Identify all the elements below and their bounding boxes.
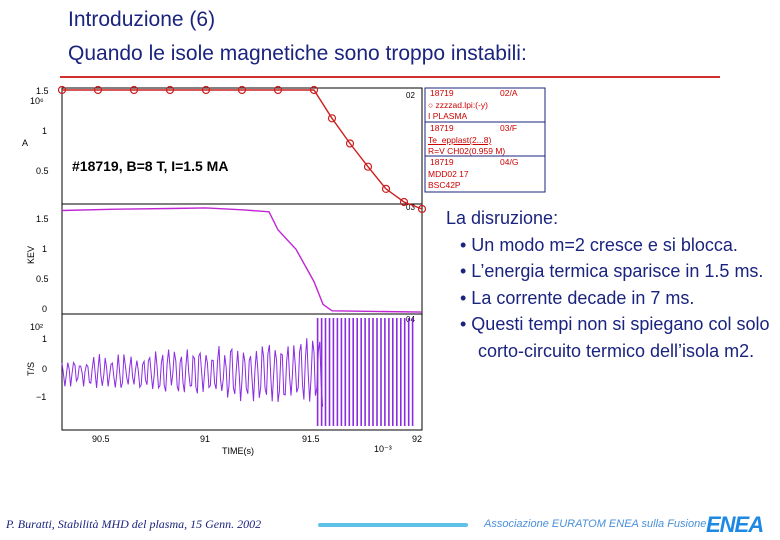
data-point [273, 85, 283, 95]
series-line-3 [61, 338, 324, 407]
p2-tick-1: 1.5 [36, 214, 49, 224]
bullet-item: • Un modo m=2 cresce e si blocca. [460, 234, 738, 255]
p1-tag: 02 [406, 91, 415, 100]
series-line-1 [62, 89, 423, 210]
data-point [399, 197, 409, 207]
p1-exp: 10⁶ [30, 96, 44, 106]
p2-tick-4: 0 [42, 304, 47, 314]
plasma-current-series [57, 85, 427, 214]
data-point [381, 184, 391, 194]
data-point [57, 85, 67, 95]
data-point [93, 85, 103, 95]
legend-1-signal: ○ zzzzad.lpi:(-y) [428, 100, 488, 110]
title-divider [60, 76, 720, 78]
plots-figure: 1.5 1 0.5 1.5 1 0.5 0 1 0 −1 A 10⁶ KEV T… [22, 85, 546, 456]
p2-tag: 03 [406, 203, 415, 212]
slide-title: Introduzione (6) [68, 8, 216, 31]
series-line-2 [61, 207, 423, 313]
p1-tick-1: 1.5 [36, 86, 49, 96]
x-tick-1: 90.5 [92, 434, 110, 444]
p3-exp: 10² [30, 322, 43, 332]
electron-temperature-series [61, 207, 423, 313]
slide-subtitle: Quando le isole magnetiche sono troppo i… [68, 42, 527, 65]
p1-tick-3: 0.5 [36, 166, 49, 176]
x-tick-3: 91.5 [302, 434, 320, 444]
data-point [417, 204, 427, 214]
x-tick-4: 92 [412, 434, 422, 444]
data-point [345, 139, 355, 148]
x-tick-2: 91 [200, 434, 210, 444]
legend-1-code: 02/A [500, 88, 518, 98]
p2-tick-2: 1 [42, 244, 47, 254]
p2-ylabel: KEV [26, 246, 36, 264]
footer-association: Associazione EURATOM ENEA sulla Fusione [484, 518, 707, 530]
data-point [363, 162, 373, 171]
p2-tick-3: 0.5 [36, 274, 49, 284]
bullet-item: • L’energia termica sparisce in 1.5 ms. [460, 261, 764, 281]
data-point [327, 114, 337, 123]
shot-caption: #18719, B=8 T, I=1.5 MA [72, 158, 229, 174]
data-point [129, 85, 139, 95]
bullet-item: • La corrente decade in 7 ms. [460, 287, 695, 308]
legend-3-name: BSC42P [428, 180, 461, 190]
magnetic-signal-series [61, 318, 414, 426]
legend-2-signal: Te_epplast(2...8) [428, 135, 492, 145]
data-point [237, 85, 247, 95]
bullet-list: La disruzione: • Un modo m=2 cresce e si… [446, 205, 776, 364]
legend-frame [424, 87, 546, 193]
legend-2-code: 03/F [500, 123, 518, 133]
footer-citation: P. Buratti, Stabilità MHD del plasma, 15… [6, 517, 262, 531]
legend-1-name: I PLASMA [428, 111, 468, 121]
plot1-frame [61, 87, 423, 205]
p1-tick-2: 1 [42, 126, 47, 136]
p3-ylabel: T/S [26, 362, 36, 376]
footer-divider [318, 523, 468, 527]
data-point [309, 85, 319, 95]
p3-tag: 04 [406, 315, 415, 324]
data-point [165, 85, 175, 95]
legend-1-shot: 18719 [430, 88, 454, 98]
x-label: TIME(s) [222, 446, 254, 456]
plot2-frame [61, 203, 423, 315]
bullet-item: • Questi tempi non si spiegano col solo … [460, 314, 770, 361]
legend-3-signal: MDD02 17 [428, 169, 469, 179]
data-point [201, 85, 211, 95]
x-exp: 10⁻³ [374, 444, 392, 454]
p3-tick-2: 0 [42, 364, 47, 374]
p1-ylabel: A [22, 138, 28, 148]
legend-2-name: R=V CH02(0.959 M) [428, 146, 506, 156]
p3-tick-1: 1 [42, 334, 47, 344]
legend-2-shot: 18719 [430, 123, 454, 133]
legend-3-shot: 18719 [430, 157, 454, 167]
plot3-frame [61, 313, 423, 431]
p3-tick-3: −1 [36, 392, 46, 402]
enea-logo: ENEA [706, 512, 764, 537]
bullets-head: La disruzione: [446, 208, 559, 228]
legend-3-code: 04/G [500, 157, 519, 167]
